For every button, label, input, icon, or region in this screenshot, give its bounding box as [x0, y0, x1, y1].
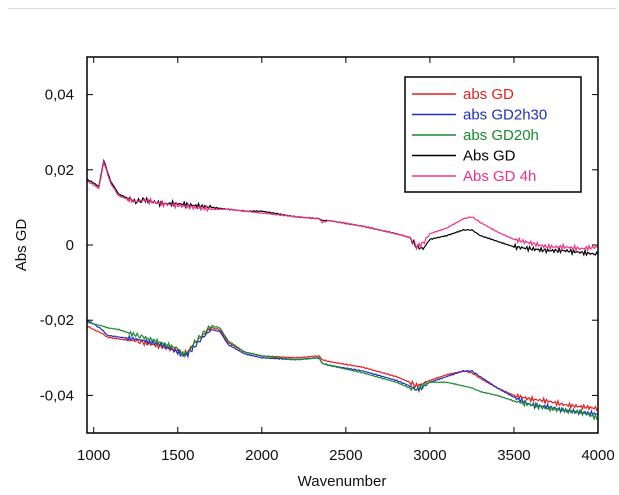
legend-label: Abs GD 4h [463, 168, 536, 185]
series-line-5 [86, 160, 598, 253]
y-tick-label: 0,04 [45, 87, 74, 104]
legend-label: Abs GD [463, 148, 516, 165]
x-tick-label: 2000 [245, 447, 278, 464]
x-tick-label: 3000 [413, 447, 446, 464]
x-axis-ticks: 1000 1500 2000 2500 3000 3500 4000 [77, 57, 615, 464]
top-divider [8, 8, 616, 9]
x-tick-label: 2500 [329, 447, 362, 464]
y-tick-label: -0,04 [40, 387, 74, 404]
legend-label: abs GD20h [463, 127, 539, 144]
x-axis-title: Wavenumber [298, 473, 387, 490]
y-axis-ticks: 0,04 0,02 0 -0,02 -0,04 [40, 87, 598, 404]
x-tick-label: 1000 [77, 447, 110, 464]
plot-lines [86, 158, 599, 422]
legend-label: abs GD2h30 [463, 107, 547, 124]
y-tick-label: 0,02 [45, 162, 74, 179]
legend-items: abs GD abs GD2h30 abs GD20h Abs GD Abs GD 4h [412, 86, 547, 185]
y-tick-label: -0,02 [40, 312, 74, 329]
y-axis-title: Abs GD [13, 219, 30, 272]
x-tick-label: 4000 [581, 447, 614, 464]
y-tick-label: 0 [66, 237, 74, 254]
legend: abs GD abs GD2h30 abs GD20h Abs GD Abs GD 4h [404, 76, 582, 193]
series-line-3 [86, 321, 599, 422]
series-line-2 [86, 319, 599, 418]
legend-label: abs GD [463, 86, 514, 103]
x-tick-label: 3500 [497, 447, 530, 464]
x-tick-label: 1500 [161, 447, 194, 464]
